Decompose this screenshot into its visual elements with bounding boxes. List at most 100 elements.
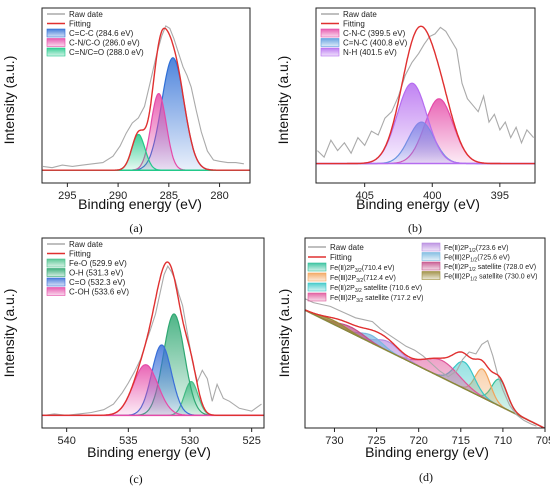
legend-label: Fe(Ⅲ)2P1/2 satellite (730.0 eV) <box>444 274 538 283</box>
legend-box-swatch <box>46 38 66 47</box>
x-tick-label: 290 <box>109 190 127 202</box>
plot-area <box>316 25 535 165</box>
legend-label: Raw date <box>69 10 103 19</box>
x-tick-label: 530 <box>181 435 199 447</box>
x-tick-label: 285 <box>160 190 178 202</box>
raw-data-line <box>42 25 244 169</box>
legend-box-swatch <box>46 277 66 287</box>
x-tick-label: 295 <box>58 190 76 202</box>
legend-label: Raw date <box>343 10 377 19</box>
x-tick-label: 525 <box>242 435 260 447</box>
legend-label: Fe(Ⅱ)2P3/2(710.4 eV) <box>330 265 394 274</box>
raw-data-line <box>317 26 535 159</box>
legend-box-swatch <box>46 28 66 38</box>
panel-caption: (d) <box>419 470 433 484</box>
x-tick-label: 705 <box>536 435 550 447</box>
raw-data-line <box>305 298 537 427</box>
legend-label: C=C-C (284.6 eV) <box>69 29 134 38</box>
fitting-line <box>316 25 535 165</box>
panel-caption: (b) <box>408 221 422 235</box>
y-axis-label: Intensity (a.u.) <box>276 289 292 378</box>
legend-label: C=N-C (400.8 eV) <box>343 39 408 48</box>
legend-label: Fe(Ⅲ)2P3/2 satellite (717.2 eV) <box>330 295 424 304</box>
panel-b: 405 400 395 Binding energy (eV) Intensity (a… <box>275 7 536 235</box>
legend-label: C=N/C=O (288.0 eV) <box>69 48 144 57</box>
plot-frame <box>41 7 251 184</box>
fitting-line <box>42 27 250 171</box>
fitting-line <box>305 309 545 428</box>
legend-label: C-OH (533.6 eV) <box>69 288 129 297</box>
legend-label: C-N-C (399.5 eV) <box>343 29 406 38</box>
plot-frame <box>41 237 265 429</box>
y-axis-label: Intensity (a.u.) <box>1 56 17 145</box>
legend-box-swatch <box>421 261 441 271</box>
legend-box-swatch <box>46 47 66 57</box>
legend-box-swatch <box>307 282 327 292</box>
x-tick-label: 535 <box>119 435 137 447</box>
x-tick-label: 715 <box>452 435 470 447</box>
legend-label: Fe(Ⅱ)2P3/2 satellite (710.6 eV) <box>330 285 422 294</box>
x-tick-label: 710 <box>494 435 512 447</box>
x-axis-label: Binding energy (eV) <box>87 444 211 460</box>
y-axis-label: Intensity (a.u.) <box>1 289 17 378</box>
legend-label: N-H (401.5 eV) <box>343 48 397 57</box>
plot-frame <box>304 237 546 429</box>
legend-label: Fitting <box>69 20 91 29</box>
panel-d: 730 725 720 715 710 705 Binding energy (eV) Int… <box>276 237 550 484</box>
legend-box-swatch <box>307 272 327 282</box>
legend-label: Raw date <box>69 240 103 249</box>
legend-box-swatch <box>421 271 441 280</box>
legend-box-swatch <box>307 292 327 302</box>
legend-label: Fe(Ⅱ)2P1/2 satellite (728.0 eV) <box>444 264 536 273</box>
legend-box-swatch <box>46 258 66 268</box>
legend-box-swatch <box>320 47 340 57</box>
panel-a: 295 290 285 280 Binding energy (eV) Intensity… <box>1 7 251 235</box>
legend-label: Fitting <box>69 250 91 259</box>
x-tick-label: 280 <box>210 190 228 202</box>
fitting-line <box>42 261 264 416</box>
x-axis-label: Binding energy (eV) <box>356 196 480 212</box>
plot-area <box>42 261 264 417</box>
legend-box-swatch <box>46 268 66 277</box>
legend-label: O-H (531.3 eV) <box>69 269 124 278</box>
x-tick-label: 405 <box>355 190 373 202</box>
background-line <box>305 309 537 425</box>
peak-fill <box>42 364 264 416</box>
x-axis-label: Binding energy (eV) <box>365 444 489 460</box>
panel-c: 540 535 530 525 Binding energy (eV) Intensity… <box>1 237 265 486</box>
x-tick-label: 540 <box>57 435 75 447</box>
panel-caption: (a) <box>129 221 142 235</box>
x-tick-label: 730 <box>325 435 343 447</box>
x-axis-label: Binding energy (eV) <box>78 196 202 212</box>
plot-frame <box>315 7 536 184</box>
legend-label: Fe(Ⅱ)2P1/2(723.6 eV) <box>444 245 508 254</box>
legend-label: Fe(Ⅲ)2P1/2(725.6 eV) <box>444 255 510 264</box>
x-tick-label: 395 <box>491 190 509 202</box>
legend-label: Raw date <box>330 243 364 252</box>
legend-label: C-N/C-O (286.0 eV) <box>69 39 140 48</box>
legend-label: Fe-O (529.9 eV) <box>69 259 127 268</box>
raw-data-line <box>44 264 262 416</box>
legend-label: Fitting <box>343 20 365 29</box>
legend-box-swatch <box>320 38 340 47</box>
legend-label: Fitting <box>330 253 352 262</box>
x-tick-label: 400 <box>423 190 441 202</box>
x-tick-label: 720 <box>410 435 428 447</box>
legend-label: C=O (532.3 eV) <box>69 278 126 287</box>
legend-box-swatch <box>421 252 441 261</box>
y-axis-label: Intensity (a.u.) <box>275 56 291 145</box>
plot-area <box>305 298 545 428</box>
peak-fill <box>316 83 535 164</box>
legend-box-swatch <box>46 287 66 296</box>
x-tick-label: 725 <box>367 435 385 447</box>
legend-label: Fe(Ⅲ)2P3/2(712.4 eV) <box>330 275 396 284</box>
legend-box-swatch <box>320 28 340 38</box>
panel-caption: (c) <box>129 472 142 486</box>
plot-area <box>42 25 250 171</box>
legend-box-swatch <box>307 262 327 272</box>
